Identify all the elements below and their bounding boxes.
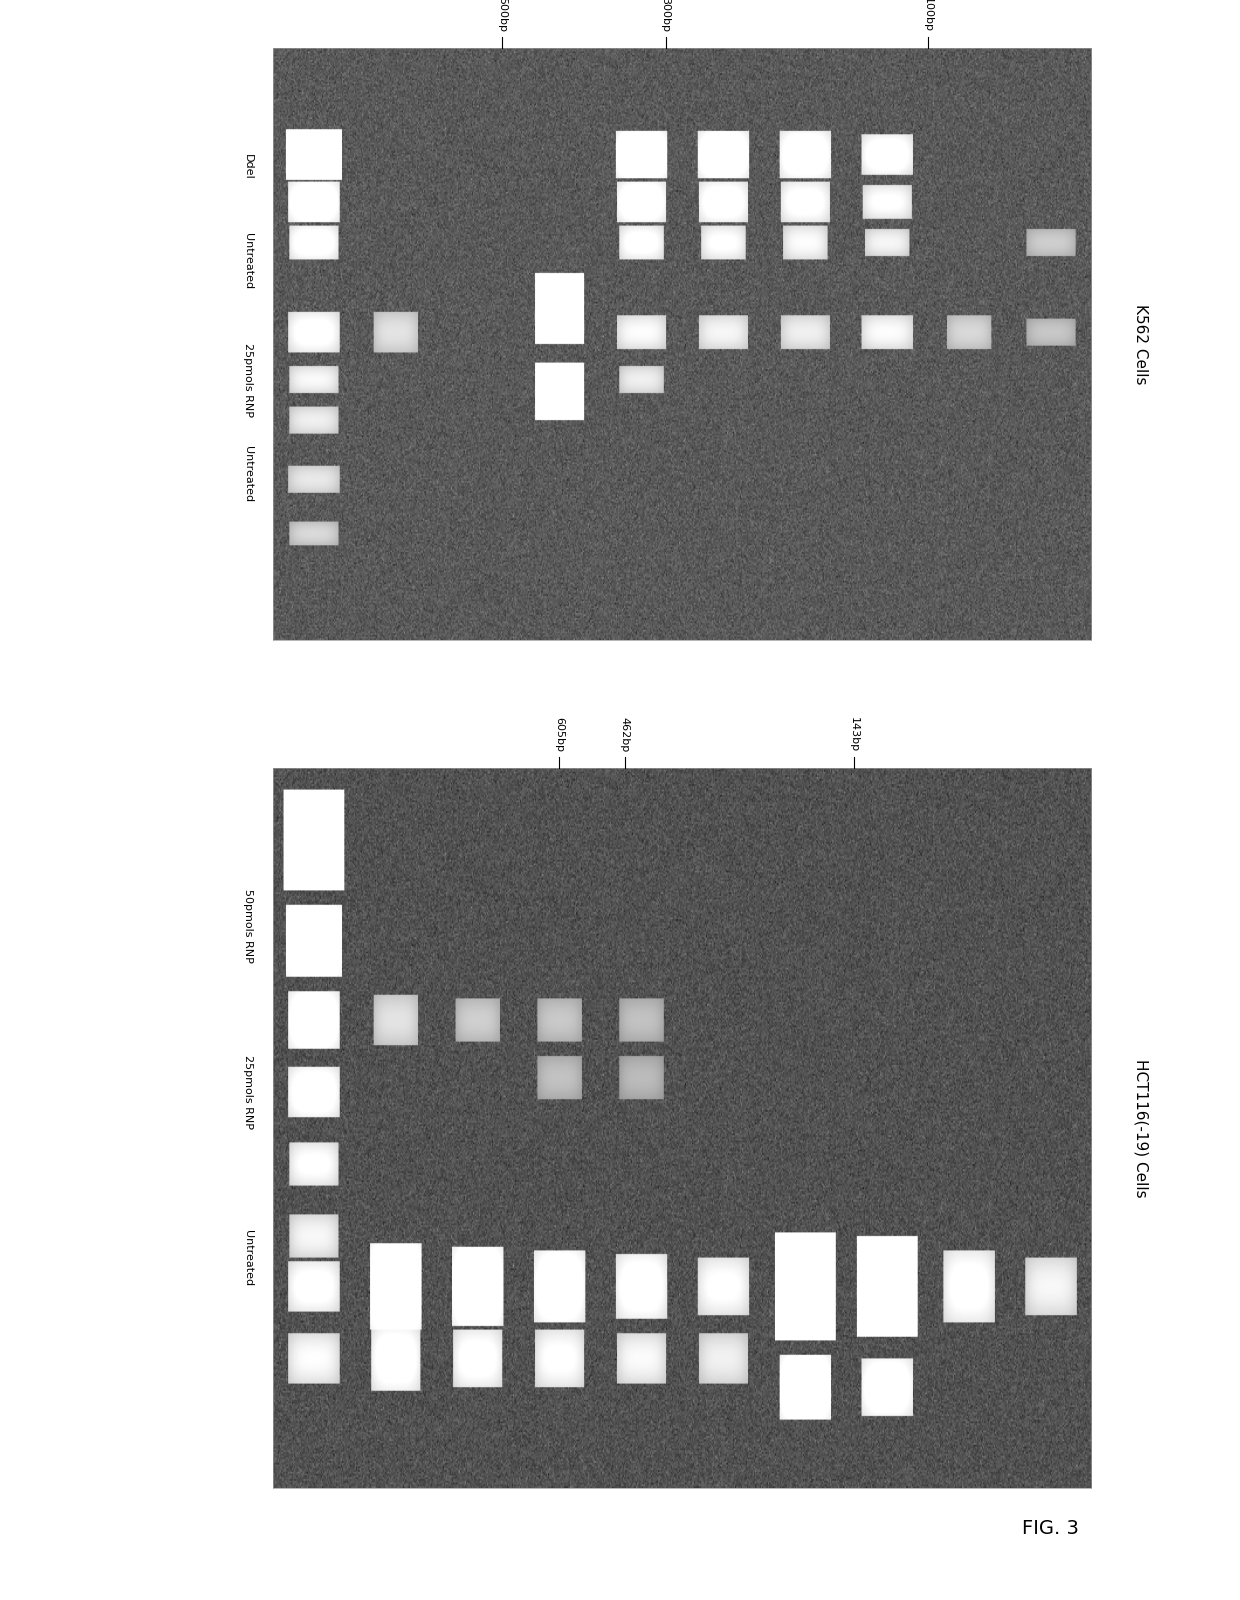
Text: Untreated: Untreated [243, 234, 253, 290]
Text: Untreated: Untreated [243, 1229, 253, 1286]
Text: 143bp: 143bp [849, 717, 859, 752]
Text: 500bp: 500bp [497, 0, 507, 32]
Text: 25pmols RNP: 25pmols RNP [243, 342, 253, 416]
Text: K562 Cells: K562 Cells [1133, 304, 1148, 384]
Text: DdeI: DdeI [243, 154, 253, 179]
Text: FIG. 3: FIG. 3 [1022, 1518, 1079, 1538]
Text: 25pmols RNP: 25pmols RNP [243, 1054, 253, 1130]
Text: 605bp: 605bp [554, 717, 564, 752]
Text: 462bp: 462bp [620, 717, 630, 752]
Text: HCT116(-19) Cells: HCT116(-19) Cells [1133, 1059, 1148, 1197]
Text: 50pmols RNP: 50pmols RNP [243, 890, 253, 963]
Text: Untreated: Untreated [243, 446, 253, 502]
Text: 300bp: 300bp [661, 0, 671, 32]
Text: 100bp: 100bp [923, 0, 932, 32]
